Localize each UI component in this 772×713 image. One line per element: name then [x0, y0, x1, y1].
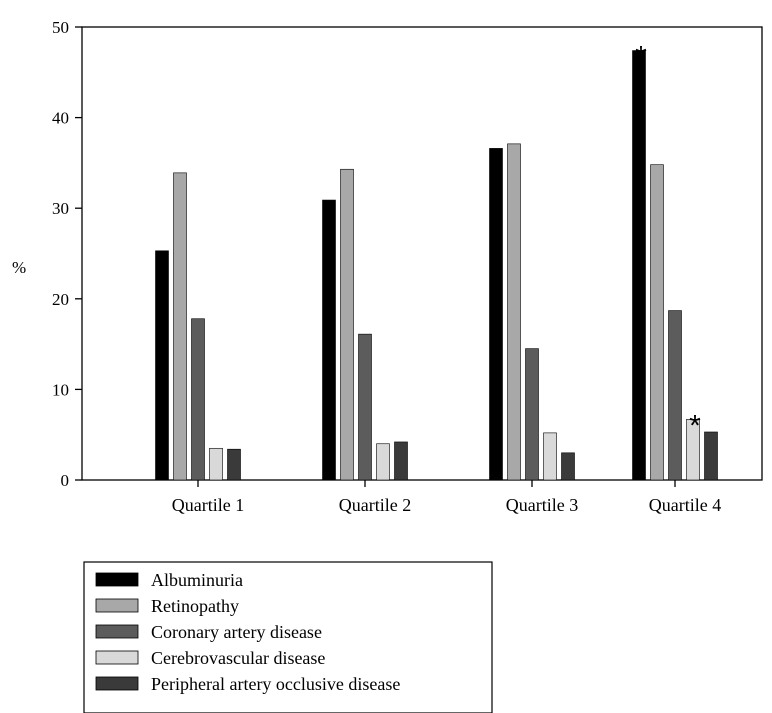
bar [358, 333, 372, 481]
x-tick-label: Quartile 3 [506, 495, 578, 515]
legend-entry: Peripheral artery occlusive disease [151, 674, 400, 694]
legend-swatch [95, 598, 139, 613]
bar [322, 199, 336, 481]
bar [191, 318, 205, 481]
legend-swatch [95, 650, 139, 665]
plot-area: 0 10 20 30 40 50 Quartile 1 Quartile 2 Quartile … [52, 18, 763, 515]
legend-entry: Retinopathy [151, 596, 239, 616]
y-tick-label: 50 [52, 18, 69, 37]
legend: Albuminuria Retinopathy Coronary artery di… [83, 561, 493, 713]
bar [686, 418, 700, 481]
y-tick-label: 0 [61, 471, 70, 490]
legend-entry: Coronary artery disease [151, 622, 322, 642]
bar [155, 250, 169, 481]
y-tick-label: 30 [52, 199, 69, 218]
y-axis-label: % [12, 258, 26, 277]
legend-entry: Cerebrovascular disease [151, 648, 325, 668]
legend-entry: Albuminuria [151, 570, 243, 590]
y-tick-label: 40 [52, 109, 69, 128]
bar [376, 443, 390, 481]
legend-swatch [95, 572, 139, 587]
bar [340, 168, 354, 481]
plot-frame [81, 26, 763, 481]
legend-box [83, 561, 493, 713]
x-tick-label: Quartile 1 [172, 495, 244, 515]
y-tick-label: 20 [52, 290, 69, 309]
bar [173, 172, 187, 481]
bar [227, 448, 241, 481]
x-tick-label: Quartile 2 [339, 495, 411, 515]
bar [507, 143, 521, 481]
bar [704, 431, 718, 481]
y-tick-label: 10 [52, 380, 69, 399]
bar [209, 447, 223, 481]
significance-asterisk: * [635, 41, 647, 74]
bar [489, 148, 503, 481]
bar [394, 441, 408, 481]
bar [543, 432, 557, 481]
bar [525, 348, 539, 481]
x-tick-label: Quartile 4 [649, 495, 721, 515]
legend-swatch [95, 676, 139, 691]
legend-swatch [95, 624, 139, 639]
bar [668, 310, 682, 481]
significance-asterisk: * [689, 409, 701, 442]
bar [561, 452, 575, 481]
bar [650, 164, 664, 481]
bar [632, 50, 646, 481]
